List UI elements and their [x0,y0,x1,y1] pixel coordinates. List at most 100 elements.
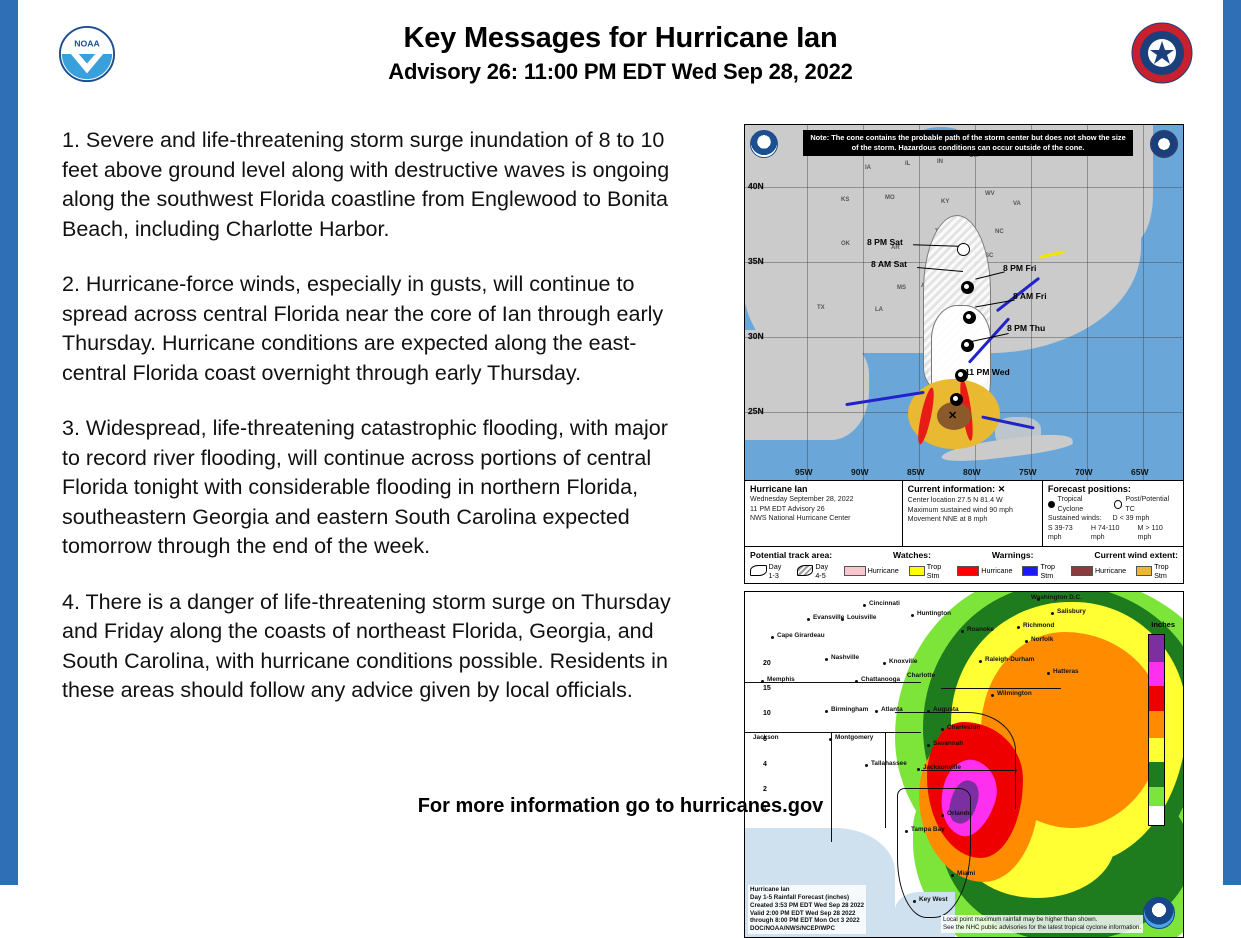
rainfall-colorbar [1148,633,1165,826]
state-label-il: IL [905,161,911,167]
legend-track-day45: Day 4-5 [796,561,834,580]
forecast-label-8am-fri: 8 AM Fri [1013,291,1047,301]
city-label-cape-girardeau: Cape Girardeau [777,631,825,639]
gridline-lon-70 [1087,125,1088,480]
watch-tropstm-swatch-icon [908,565,925,576]
city-dot-atlanta [875,709,878,713]
colorbar-segment-under-1 [1149,805,1164,825]
legend-forecast-positions: Forecast positions: Tropical Cyclone Pos… [1043,481,1183,546]
state-label-ar: AR [891,245,900,251]
rainfall-noaa-seal-icon [1143,896,1175,929]
legend-sustained-winds-label: Sustained winds: [1047,514,1102,523]
city-label-washington-dc: Washington D.C. [1031,593,1082,601]
extent-tropstm-swatch-icon [1136,565,1153,576]
southeast-coastline [895,711,1016,809]
legend-forecast-positions-title: Forecast positions: [1047,484,1131,494]
cone-day13-icon [750,565,767,577]
rainfall-caption: Hurricane Ian Day 1-5 Rainfall Forecast … [748,885,867,934]
legend-watch-hurricane: Hurricane [843,565,899,576]
legend-track-day13: Day 1-3 [750,562,787,580]
colorbar-tick-15: 15 [763,684,771,692]
cone-nws-seal-icon [1150,130,1178,158]
rain-caption-line-2: Day 1-5 Rainfall Forecast (inches) [750,893,850,901]
key-message-4: 4. There is a danger of life-threatening… [62,589,671,703]
city-label-cincinnati: Cincinnati [869,599,900,607]
state-label-mo: MO [885,195,895,201]
forecast-label-11pm-wed: 11 PM Wed [965,367,1010,377]
right-blue-rail [1223,0,1241,885]
border-ms-al [831,731,832,842]
city-label-evansville: Evansville [813,613,845,621]
border-al-ga [885,731,886,828]
legend-current-info-label: Current information: [907,484,996,494]
city-dot-key-west [913,899,916,903]
colorbar-tick-10: 10 [763,709,771,717]
city-label-miami: Miami [957,869,976,877]
legend-symbol-row: Tropical Cyclone Post/Potential TC [1047,495,1178,514]
state-label-sc: SC [985,253,994,259]
city-dot-jacksonville [917,767,920,771]
city-label-montgomery: Montgomery [835,733,874,741]
key-message-1: 1. Severe and life-threatening storm sur… [62,128,670,241]
city-dot-huntington [911,613,914,617]
state-label-ky: KY [941,199,950,205]
colorbar-segment-20plus [1149,634,1164,662]
colorbar-tick-2: 2 [763,785,767,793]
rainfall-disclaimer: Local point maximum rainfall may be high… [941,914,1144,933]
city-label-tallahassee: Tallahassee [871,759,907,767]
legend-wind-row-2: S 39-73 mph H 74-110 mph M > 110 mph [1048,524,1178,543]
legend-post-potential: Post/Potential TC [1125,495,1170,513]
city-label-roanoke: Roanoke [967,625,994,633]
city-label-nashville: Nashville [831,653,860,661]
legend-agency: NWS National Hurricane Center [750,514,851,523]
cone-legend-bottom-row: Potential track area: Watches: Warnings:… [745,547,1183,583]
legend-tropical-cyclone: Tropical Cyclone [1057,495,1084,513]
city-label-jacksonville: Jacksonville [923,763,962,771]
colorbar-tick-1: 1 [763,804,767,812]
rainfall-forecast-map: Cincinnati Louisville Huntington Evansvi… [744,590,1184,938]
warning-hurricane-swatch-icon [957,565,980,576]
city-label-jackson: Jackson [753,733,779,741]
city-dot-salisbury [1051,611,1054,615]
city-label-tampa-bay: Tampa Bay [911,825,945,833]
legend-storm-info: Hurricane Ian Wednesday September 28, 20… [745,481,903,546]
legend-watch-tropstm-label: Trop Stm [926,561,942,580]
forecast-position-8pm-sat [957,243,970,256]
left-blue-rail [0,0,18,885]
cone-legend-top-row: Hurricane Ian Wednesday September 28, 20… [745,481,1183,547]
city-dot-evansville [807,617,810,621]
gridline-lon-90 [863,125,864,480]
forecast-position-8am-sat [961,281,974,294]
colorbar-title: Inches [1151,619,1175,629]
state-label-oh: OH [969,153,978,159]
key-message-3: 3. Widespread, life-threatening catastro… [62,416,668,558]
colorbar-tick-20: 20 [763,659,771,667]
legend-wind-d: D < 39 mph [1112,514,1150,523]
city-label-wilmington: Wilmington [997,689,1032,697]
city-label-raleigh-durham: Raleigh-Durham [985,655,1035,663]
colorbar-tick-4: 4 [763,760,767,768]
city-dot-roanoke [961,629,964,633]
post-potential-circle-icon [1113,500,1123,510]
page-title: Key Messages for Hurricane Ian [403,22,838,54]
advisory-page: NOAA Key Messages for Hurricane Ian Advi… [18,0,1223,938]
legend-track-day45-label: Day 4-5 [815,561,829,580]
cone-legend-panel: Hurricane Ian Wednesday September 28, 20… [744,481,1184,584]
city-dot-memphis [761,679,764,683]
gridline-lon-65 [1143,125,1144,480]
legend-warnings-title: Warnings: [991,549,1034,560]
svg-text:NOAA: NOAA [74,38,100,48]
legend-max-wind: Maximum sustained wind 90 mph [907,505,1013,514]
legend-warn-tropstm-label: Trop Stm [1040,561,1055,580]
state-label-ok: OK [841,241,850,247]
legend-wind-m: M > 110 mph [1137,523,1163,542]
hurricane-wind-extent [937,402,971,430]
forecast-label-8am-sat: 8 AM Sat [871,259,907,269]
colorbar-segment-4-6 [1149,737,1164,763]
rainfall-map-background: Cincinnati Louisville Huntington Evansvi… [745,591,1183,937]
city-dot-knoxville [883,661,886,665]
city-label-key-west: Key West [919,895,948,903]
city-label-charleston: Charleston [947,723,981,731]
forecast-position-11pm-wed [950,393,963,406]
city-label-huntington: Huntington [917,609,952,617]
